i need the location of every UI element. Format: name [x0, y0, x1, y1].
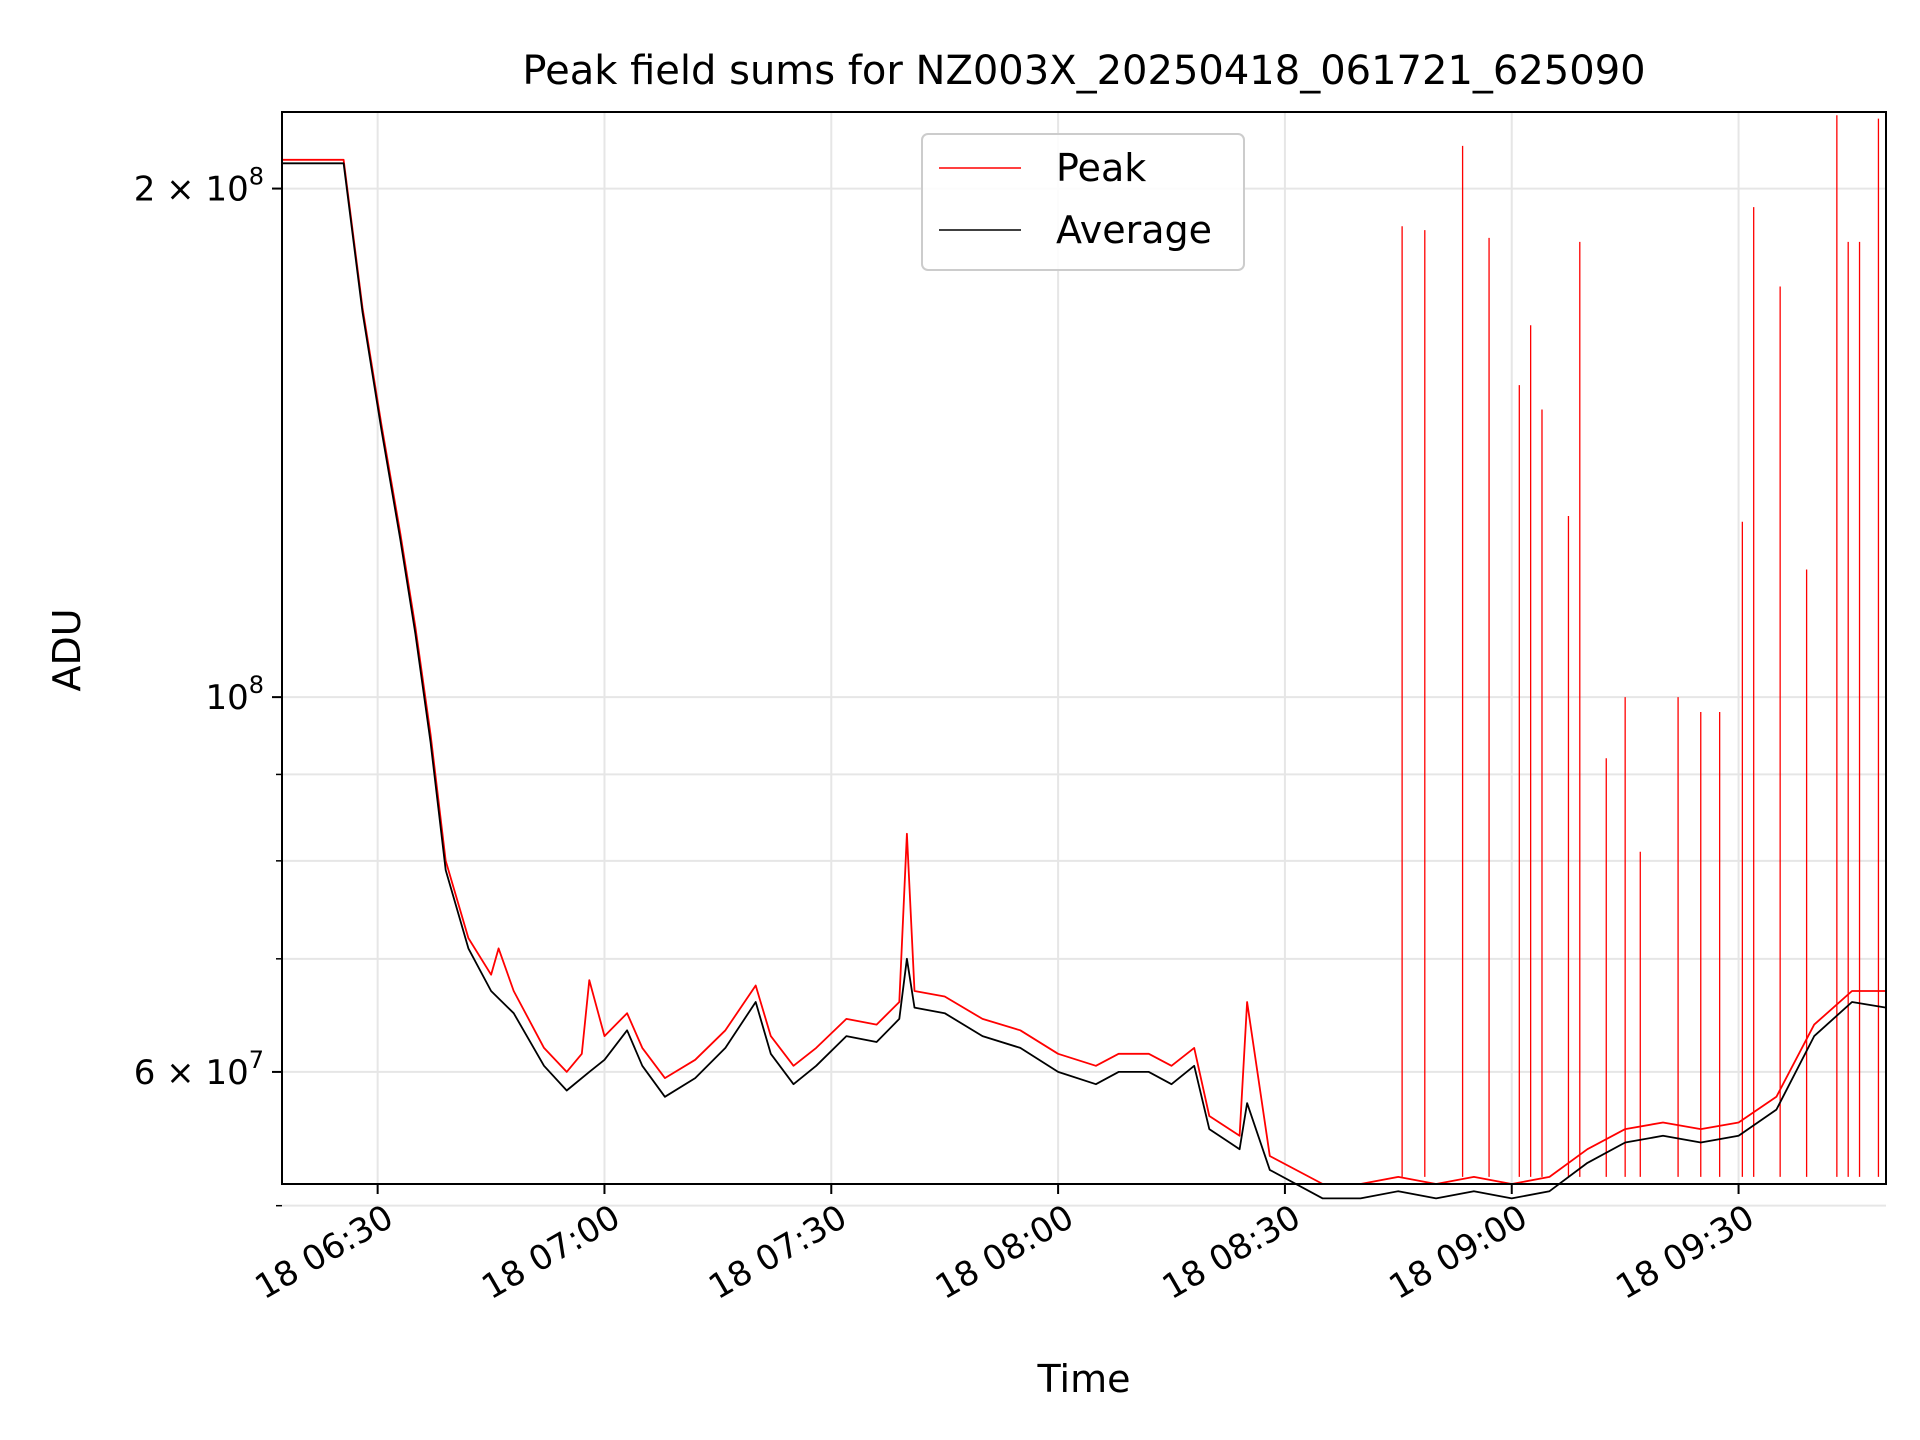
series-layer — [282, 115, 1887, 1200]
chart-title: Peak field sums for NZ003X_20250418_0617… — [522, 48, 1645, 94]
y-tick-label: 108 — [205, 671, 264, 718]
y-axis-label: ADU — [45, 608, 89, 691]
legend-label-peak: Peak — [1056, 146, 1146, 190]
series-line-peak — [282, 158, 1886, 1185]
y-tick-label-base: 6 × 10 — [134, 1053, 249, 1093]
y-tick-label: 2 × 108 — [134, 163, 264, 210]
grid-layer — [282, 112, 1886, 1207]
y-tick-label-base: 2 × 10 — [134, 170, 249, 210]
y-tick-label-base: 10 — [205, 678, 248, 718]
y-tick-label-exponent: 7 — [249, 1046, 264, 1074]
legend: Peak Average — [921, 133, 1245, 271]
y-tick-label-exponent: 8 — [249, 163, 264, 191]
x-axis-label: Time — [1037, 1357, 1131, 1401]
legend-label-average: Average — [1056, 208, 1212, 252]
plot-frame — [281, 111, 1887, 1185]
y-tick-label: 6 × 107 — [134, 1046, 264, 1093]
y-tick-label-exponent: 8 — [249, 671, 264, 699]
series-line-average — [282, 162, 1887, 1200]
